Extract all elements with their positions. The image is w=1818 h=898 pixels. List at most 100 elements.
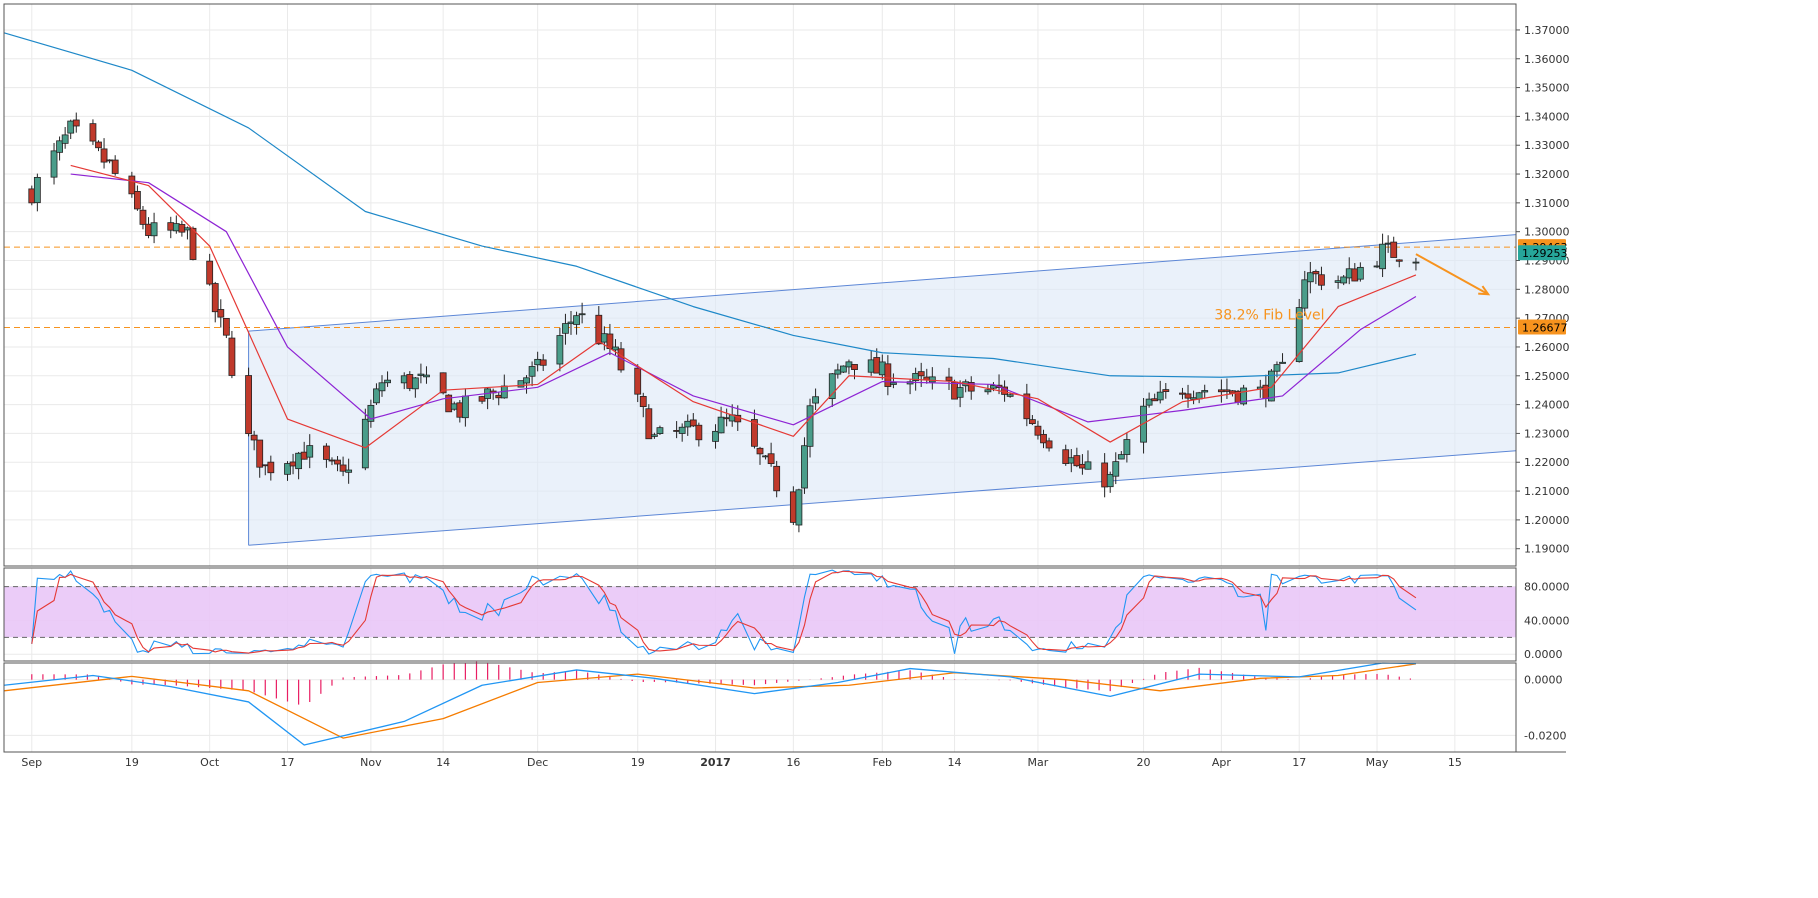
candle-body xyxy=(261,464,269,467)
candle-body xyxy=(289,461,297,467)
x-tick-label: 14 xyxy=(948,756,962,769)
price-tag-label: 1.26677 xyxy=(1522,321,1568,334)
macd-signal-line xyxy=(3,663,1417,739)
macd-line xyxy=(3,662,1416,746)
candle-body xyxy=(61,134,69,144)
stoch-d-line xyxy=(31,570,1417,654)
x-tick-label: 17 xyxy=(281,756,295,769)
candle-body xyxy=(884,363,892,387)
x-tick-label: Feb xyxy=(873,756,892,769)
price-tag xyxy=(1518,245,1566,261)
x-tick-label: 14 xyxy=(436,756,450,769)
candle-body xyxy=(1023,393,1031,420)
candle-body xyxy=(89,123,97,142)
y-tick-label: 1.30000 xyxy=(1524,226,1570,239)
candle-body xyxy=(562,323,569,334)
candle-body xyxy=(845,361,853,368)
candle-body xyxy=(767,453,775,465)
candle-body xyxy=(217,309,225,318)
candle-body xyxy=(134,190,141,210)
candle-body xyxy=(689,419,697,427)
candle-body xyxy=(812,396,819,404)
candle-body xyxy=(912,373,920,382)
axes xyxy=(3,3,1566,753)
candle-body xyxy=(1045,440,1053,449)
candle-body xyxy=(951,381,958,400)
candle-body xyxy=(917,371,925,377)
candle-body xyxy=(400,375,408,384)
stochastic-pane xyxy=(4,569,1516,655)
candle-body xyxy=(867,359,875,373)
candle-body xyxy=(639,395,647,408)
candle-body xyxy=(556,335,564,365)
candle-body xyxy=(1223,389,1231,392)
fib-level-annotation: 38.2% Fib Level xyxy=(1214,307,1324,323)
x-tick-label: May xyxy=(1366,756,1389,769)
candle-body xyxy=(1162,389,1170,392)
candle-body xyxy=(789,491,797,523)
candle-body xyxy=(945,376,953,381)
candle-body xyxy=(751,419,758,447)
candle-body xyxy=(1306,272,1314,283)
candle-body xyxy=(1145,398,1153,406)
candle-body xyxy=(1123,439,1131,455)
x-tick-label: 17 xyxy=(1292,756,1306,769)
x-tick-label: 19 xyxy=(125,756,139,769)
candle-body xyxy=(1412,261,1420,264)
candle-body xyxy=(650,434,658,437)
candle-body xyxy=(411,377,419,390)
candle-body xyxy=(1067,457,1075,464)
candle-body xyxy=(1345,268,1353,279)
candle-body xyxy=(1268,370,1275,402)
pane-border xyxy=(3,567,1517,662)
candle-body xyxy=(712,430,719,442)
candle-body xyxy=(417,373,425,376)
candle-body xyxy=(461,395,469,419)
candle-body xyxy=(1184,393,1192,399)
candle-body xyxy=(678,426,686,434)
candle-body xyxy=(439,372,447,394)
candle-body xyxy=(256,439,264,468)
macd-pane xyxy=(3,661,1417,746)
candle-body xyxy=(600,333,608,343)
candle-body xyxy=(267,461,275,474)
pane-border xyxy=(3,3,1517,567)
sma-slow-line xyxy=(3,32,1417,378)
candle-body xyxy=(1318,274,1325,286)
candle-body xyxy=(723,417,731,420)
y-tick-label: 1.32000 xyxy=(1524,168,1570,181)
candle-body xyxy=(456,402,464,418)
candle-body xyxy=(984,389,992,393)
candle-body xyxy=(150,222,158,237)
candle-body xyxy=(222,317,230,336)
candle-body xyxy=(1373,265,1381,268)
moving-averages xyxy=(3,32,1417,449)
candle-body xyxy=(250,434,258,441)
candle-body xyxy=(111,159,119,174)
candle-body xyxy=(284,463,291,475)
candle-body xyxy=(1079,463,1086,469)
candle-body xyxy=(1156,391,1164,401)
candle-body xyxy=(495,394,503,399)
y-tick-label: 1.37000 xyxy=(1524,24,1570,37)
candle-body xyxy=(184,227,191,231)
candle-body xyxy=(795,489,803,526)
candle-body xyxy=(595,314,603,345)
candle-body xyxy=(423,374,430,378)
y-tick-label: 1.25000 xyxy=(1524,370,1570,383)
candle-body xyxy=(367,404,375,422)
candle-body xyxy=(851,364,858,370)
candle-body xyxy=(100,148,108,163)
candle-body xyxy=(1217,389,1225,393)
candle-body xyxy=(517,380,525,388)
candle-body xyxy=(890,382,897,385)
macd-tick-label: -0.0200 xyxy=(1524,729,1566,742)
y-tick-label: 1.24000 xyxy=(1524,399,1570,412)
candle-body xyxy=(523,377,530,384)
x-tick-label: 15 xyxy=(1448,756,1462,769)
candle-body xyxy=(1262,384,1270,399)
stoch-tick-label: 80.0000 xyxy=(1524,581,1570,594)
candle-body xyxy=(167,222,175,231)
candle-body xyxy=(306,445,314,458)
